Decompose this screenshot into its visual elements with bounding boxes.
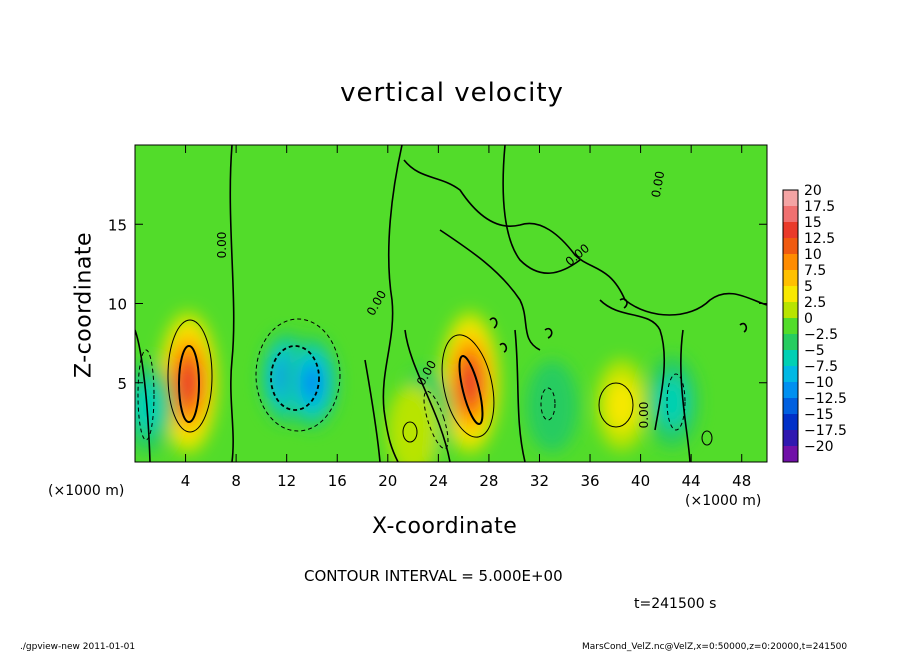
y-axis-label: Z-coordinate <box>71 232 97 378</box>
zero-contour-line <box>502 145 581 274</box>
x-tick-label: 44 <box>682 472 701 490</box>
zero-contour-line <box>680 329 691 462</box>
colorbar-swatch <box>783 318 798 335</box>
colorbar-swatch <box>783 302 798 319</box>
colorbar: 2017.51512.5107.552.50−2.5−5−7.5−10−12.5… <box>782 183 847 463</box>
colorbar-swatch <box>783 398 798 415</box>
y-tick-label: 5 <box>117 375 127 393</box>
contour-5 <box>441 334 495 438</box>
contour-neg5 <box>137 349 155 441</box>
colorbar-swatch <box>783 414 798 431</box>
time-label: t=241500 s <box>634 596 717 612</box>
contour-5 <box>402 421 418 443</box>
contour-15 <box>458 354 484 426</box>
colorbar-label: 20 <box>804 183 822 199</box>
colorbar-label: −7.5 <box>804 359 838 375</box>
colorbar-swatch <box>783 238 798 255</box>
contour-neg5 <box>666 373 686 431</box>
zero-contour-line <box>364 359 381 462</box>
colorbar-label: 17.5 <box>804 199 835 215</box>
colorbar-label: −5 <box>804 343 825 359</box>
colorbar-swatch <box>783 206 798 223</box>
plot-area: 0.000.000.000.000.000.00 <box>134 144 768 463</box>
colorbar-swatch <box>783 350 798 367</box>
x-tick-label: 40 <box>631 472 650 490</box>
colorbar-swatch <box>783 286 798 303</box>
x-unit-label-right: (×1000 m) <box>685 493 762 509</box>
contour-neg5 <box>255 318 341 432</box>
zero-contour-line <box>135 329 151 462</box>
small-contour <box>489 298 748 353</box>
velocity-cell <box>302 366 322 399</box>
contour-label: 0.00 <box>215 232 229 259</box>
colorbar-swatch <box>783 366 798 383</box>
x-tick-label: 16 <box>328 472 347 490</box>
colorbar-label: −2.5 <box>804 327 838 343</box>
velocity-cell <box>179 365 197 400</box>
contour-interval-note: CONTOUR INTERVAL = 5.000E+00 <box>304 567 563 585</box>
chart-title: vertical velocity <box>340 78 564 108</box>
colorbar-swatch <box>783 270 798 287</box>
velocity-cell <box>526 360 579 453</box>
contour-neg10 <box>270 345 320 411</box>
colorbar-swatch <box>783 446 798 463</box>
velocity-cell <box>135 380 163 433</box>
velocity-cell <box>606 378 637 431</box>
zero-contour-line <box>403 159 767 316</box>
y-axis: 5 10 15 <box>108 216 767 393</box>
x-tick-label: 28 <box>479 472 498 490</box>
contour-15 <box>178 345 200 423</box>
colorbar-frame <box>782 189 799 463</box>
zero-contour-line <box>382 145 403 462</box>
x-tick-label: 32 <box>530 472 549 490</box>
colorbar-label: −12.5 <box>804 391 847 407</box>
x-tick-label: 36 <box>580 472 599 490</box>
contour-label: 0.00 <box>649 170 667 199</box>
contour-lines <box>135 145 767 462</box>
colorbar-swatch <box>783 334 798 351</box>
colorbar-swatch <box>783 190 798 207</box>
colorbar-swatch <box>783 430 798 447</box>
x-tick-label: 24 <box>429 472 448 490</box>
x-axis-label: X-coordinate <box>372 514 518 539</box>
colorbar-label: 12.5 <box>804 231 835 247</box>
colorbar-label: 10 <box>804 247 822 263</box>
x-tick-label: 48 <box>732 472 751 490</box>
colorbar-swatch <box>783 222 798 239</box>
contour-5 <box>701 430 713 446</box>
x-tick-label: 12 <box>277 472 296 490</box>
colorbar-label: 0 <box>804 311 813 327</box>
zero-contour-line <box>514 329 526 462</box>
y-tick-label: 15 <box>108 216 127 234</box>
x-tick-label: 4 <box>181 472 191 490</box>
contour-neg5 <box>423 390 449 450</box>
zero-contour-line <box>404 329 451 462</box>
zero-contour-line <box>599 299 666 431</box>
colorbar-swatch <box>783 382 798 399</box>
contour-label: 0.00 <box>637 402 651 429</box>
colorbar-label: 2.5 <box>804 295 826 311</box>
footer-program-info: ./gpview-new 2011-01-01 <box>20 642 136 652</box>
x-tick-label: 20 <box>378 472 397 490</box>
x-unit-label-left: (×1000 m) <box>48 483 125 499</box>
colorbar-label: −10 <box>804 375 834 391</box>
colorbar-label: 15 <box>804 215 822 231</box>
contour-5 <box>598 382 634 428</box>
contour-neg5 <box>540 387 556 421</box>
colorbar-label: −15 <box>804 407 834 423</box>
colorbar-label: −20 <box>804 439 834 455</box>
colorbar-label: 7.5 <box>804 263 826 279</box>
y-tick-label: 10 <box>108 296 127 314</box>
colorbar-label: −17.5 <box>804 423 847 439</box>
velocity-cell <box>657 375 688 428</box>
colorbar-label: 5 <box>804 279 813 295</box>
zero-contour-line <box>439 229 541 351</box>
contour-5 <box>167 319 213 433</box>
footer-data-source: MarsCond_VelZ.nc@VelZ,x=0:50000,z=0:2000… <box>582 642 848 652</box>
x-tick-label: 8 <box>231 472 241 490</box>
colorbar-swatch <box>783 254 798 271</box>
zero-contour-line <box>229 145 235 462</box>
x-axis: 4 8 12 16 20 24 28 32 36 40 44 48 <box>181 145 751 490</box>
